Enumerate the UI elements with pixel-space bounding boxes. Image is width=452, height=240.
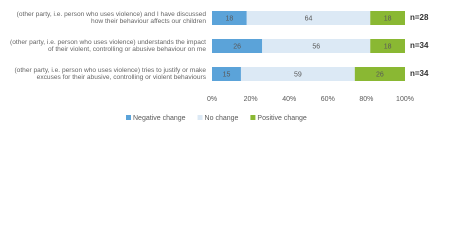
- legend-swatch: [126, 115, 131, 120]
- category-label: (other party, i.e. person who uses viole…: [16, 10, 206, 25]
- x-tick-label: 60%: [321, 96, 335, 103]
- data-label: 18: [384, 15, 392, 22]
- legend-label: Positive change: [257, 115, 307, 122]
- data-label: 59: [294, 71, 302, 78]
- x-tick-label: 0%: [207, 96, 217, 103]
- data-label: 56: [312, 43, 320, 50]
- bar-segment: [262, 39, 371, 53]
- data-label: 26: [376, 71, 384, 78]
- bar-segment: [370, 39, 405, 53]
- data-label: 64: [305, 15, 313, 22]
- x-tick-label: 100%: [396, 96, 414, 103]
- legend-label: Negative change: [133, 115, 186, 122]
- data-label: 18: [384, 43, 392, 50]
- x-tick-label: 40%: [282, 96, 296, 103]
- bar-segment: [240, 67, 355, 81]
- x-tick-label: 80%: [359, 96, 373, 103]
- bar-segment: [370, 11, 405, 25]
- data-label: 15: [223, 71, 231, 78]
- bar-segment: [212, 39, 263, 53]
- bar-segment: [212, 67, 241, 81]
- data-label: 18: [225, 15, 233, 22]
- bar-segment: [354, 67, 405, 81]
- legend-swatch: [197, 115, 203, 120]
- chart-svg: 18 64 18 n=28 26 56 18 n=34 15 59 26 n=34 0% 20% 40% 60…: [126, 11, 429, 122]
- legend-swatch: [250, 115, 256, 120]
- category-label: (other party, i.e. person who uses viole…: [10, 38, 206, 53]
- chart: 18 64 18 n=28 26 56 18 n=34 15 59 26 n=34 0% 20% 40% 60…: [10, 10, 429, 122]
- category-label: (other party, i.e. person who uses viole…: [14, 66, 206, 81]
- data-label: 26: [233, 43, 241, 50]
- legend-label: No change: [205, 115, 239, 122]
- n-label: n=34: [410, 41, 429, 50]
- bar-segment: [212, 11, 247, 25]
- n-label: n=34: [410, 69, 429, 78]
- x-tick-label: 20%: [244, 96, 258, 103]
- bar-segment: [246, 11, 371, 25]
- n-label: n=28: [410, 13, 429, 22]
